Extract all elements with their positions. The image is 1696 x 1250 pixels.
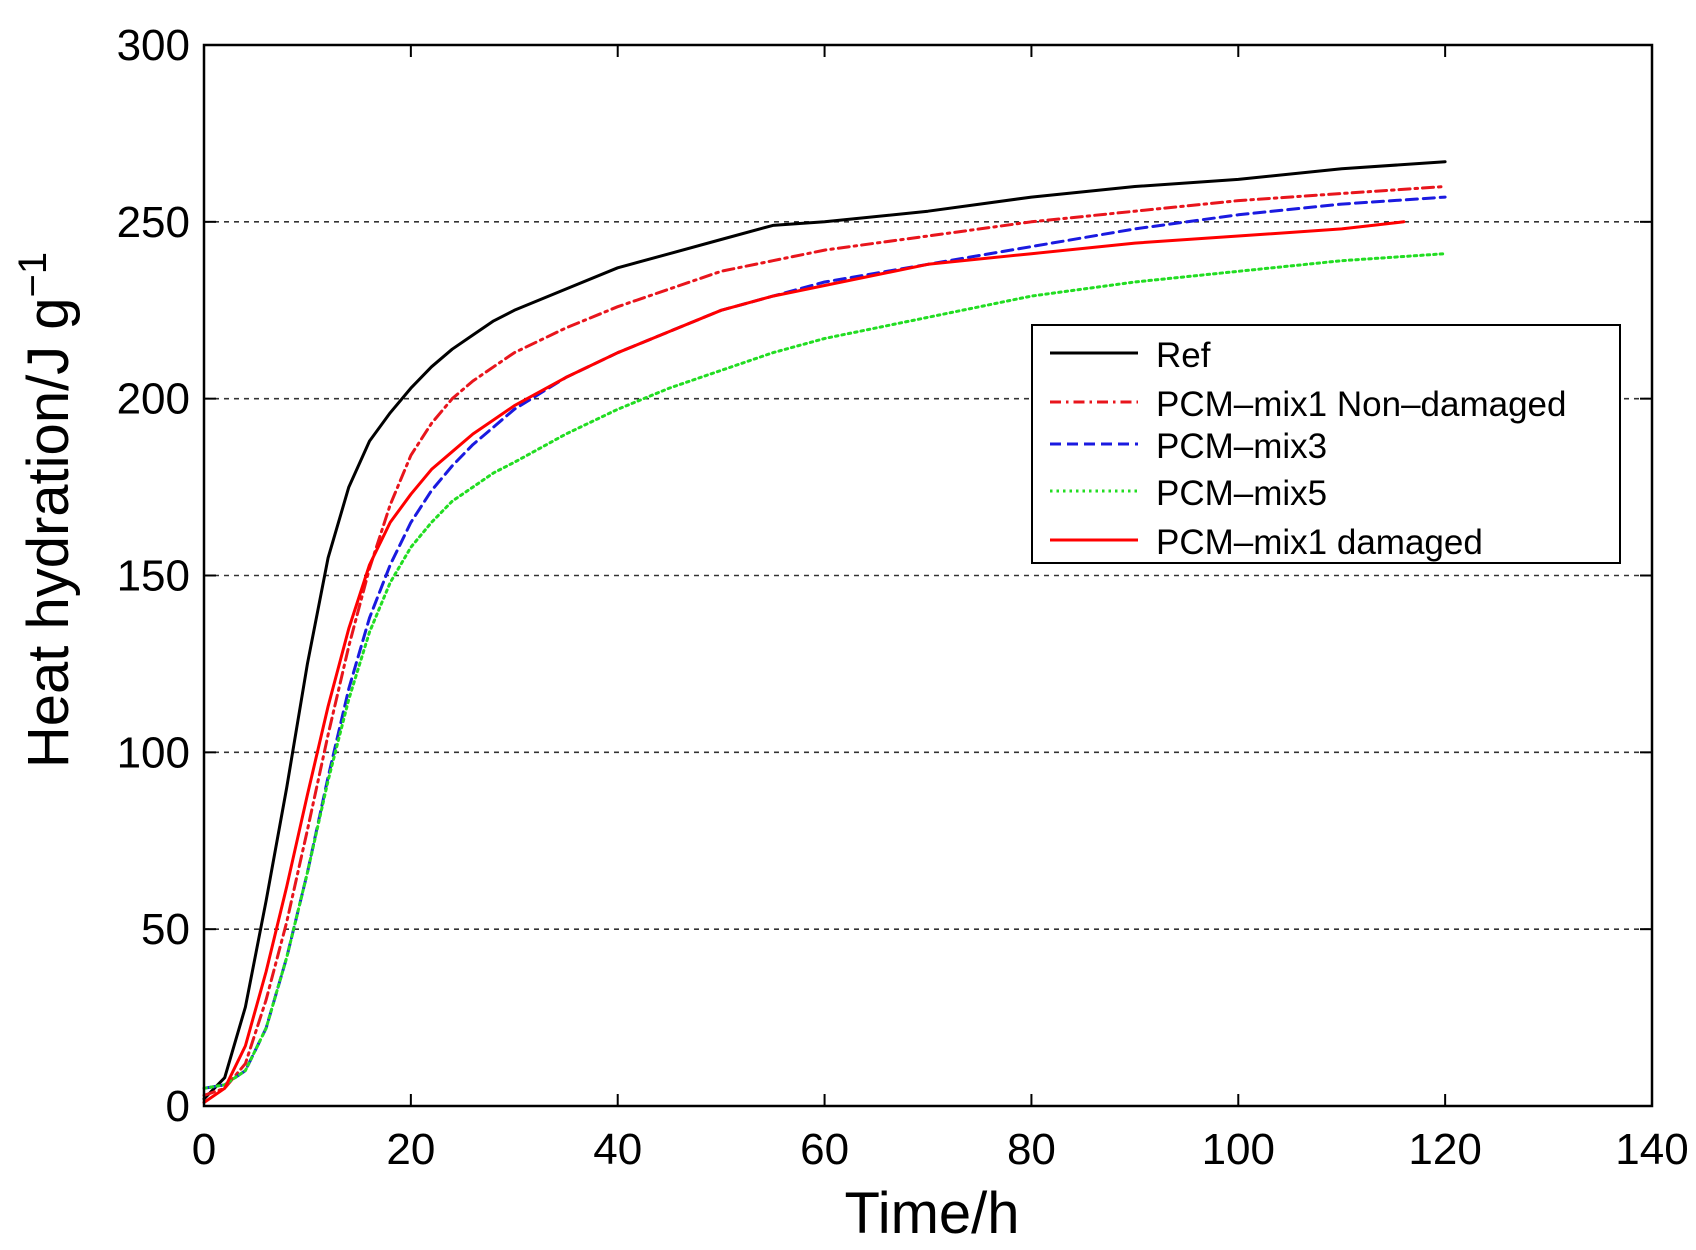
legend-label: PCM–mix3 xyxy=(1156,427,1327,466)
tick-labels: 0 50 100 150 200 250 300 0 20 40 60 80 100 120 140 xyxy=(117,21,1689,1174)
legend-label: PCM–mix5 xyxy=(1156,474,1327,513)
y-axis-title: Heat hydration/J g−1 xyxy=(11,252,81,768)
series-line-pcm-mix1-non-damaged xyxy=(202,185,1447,1097)
x-tick-label: 20 xyxy=(386,1125,435,1174)
x-tick-label: 120 xyxy=(1408,1125,1481,1174)
series-line-ref xyxy=(202,160,1447,1101)
x-tick-label: 100 xyxy=(1202,1125,1275,1174)
legend-label: PCM–mix1 Non–damaged xyxy=(1156,385,1566,424)
y-tick-label: 50 xyxy=(141,905,190,954)
x-tick-label: 40 xyxy=(593,1125,642,1174)
series-line-pcm-mix5 xyxy=(202,252,1447,1090)
x-tick-label: 140 xyxy=(1615,1125,1688,1174)
y-tick-label: 100 xyxy=(117,728,190,777)
series-lines xyxy=(202,160,1447,1104)
x-tick-label: 60 xyxy=(800,1125,849,1174)
x-axis-title: Time/h xyxy=(844,1181,1019,1246)
x-tick-label: 80 xyxy=(1007,1125,1056,1174)
y-tick-label: 0 xyxy=(166,1082,190,1131)
legend-label: Ref xyxy=(1156,336,1211,375)
x-tick-label: 0 xyxy=(192,1125,216,1174)
legend-label: PCM–mix1 damaged xyxy=(1156,523,1483,562)
ticks xyxy=(203,44,1653,1107)
y-tick-label: 200 xyxy=(117,375,190,424)
y-tick-label: 300 xyxy=(117,21,190,70)
y-tick-label: 150 xyxy=(117,552,190,601)
y-axis-title-main: Heat hydration/J g xyxy=(16,297,81,768)
series-line-pcm-mix1-damaged xyxy=(202,220,1406,1104)
y-tick-label: 250 xyxy=(117,198,190,247)
y-axis-title-superscript: −1 xyxy=(11,252,55,298)
legend-box xyxy=(1031,324,1621,564)
